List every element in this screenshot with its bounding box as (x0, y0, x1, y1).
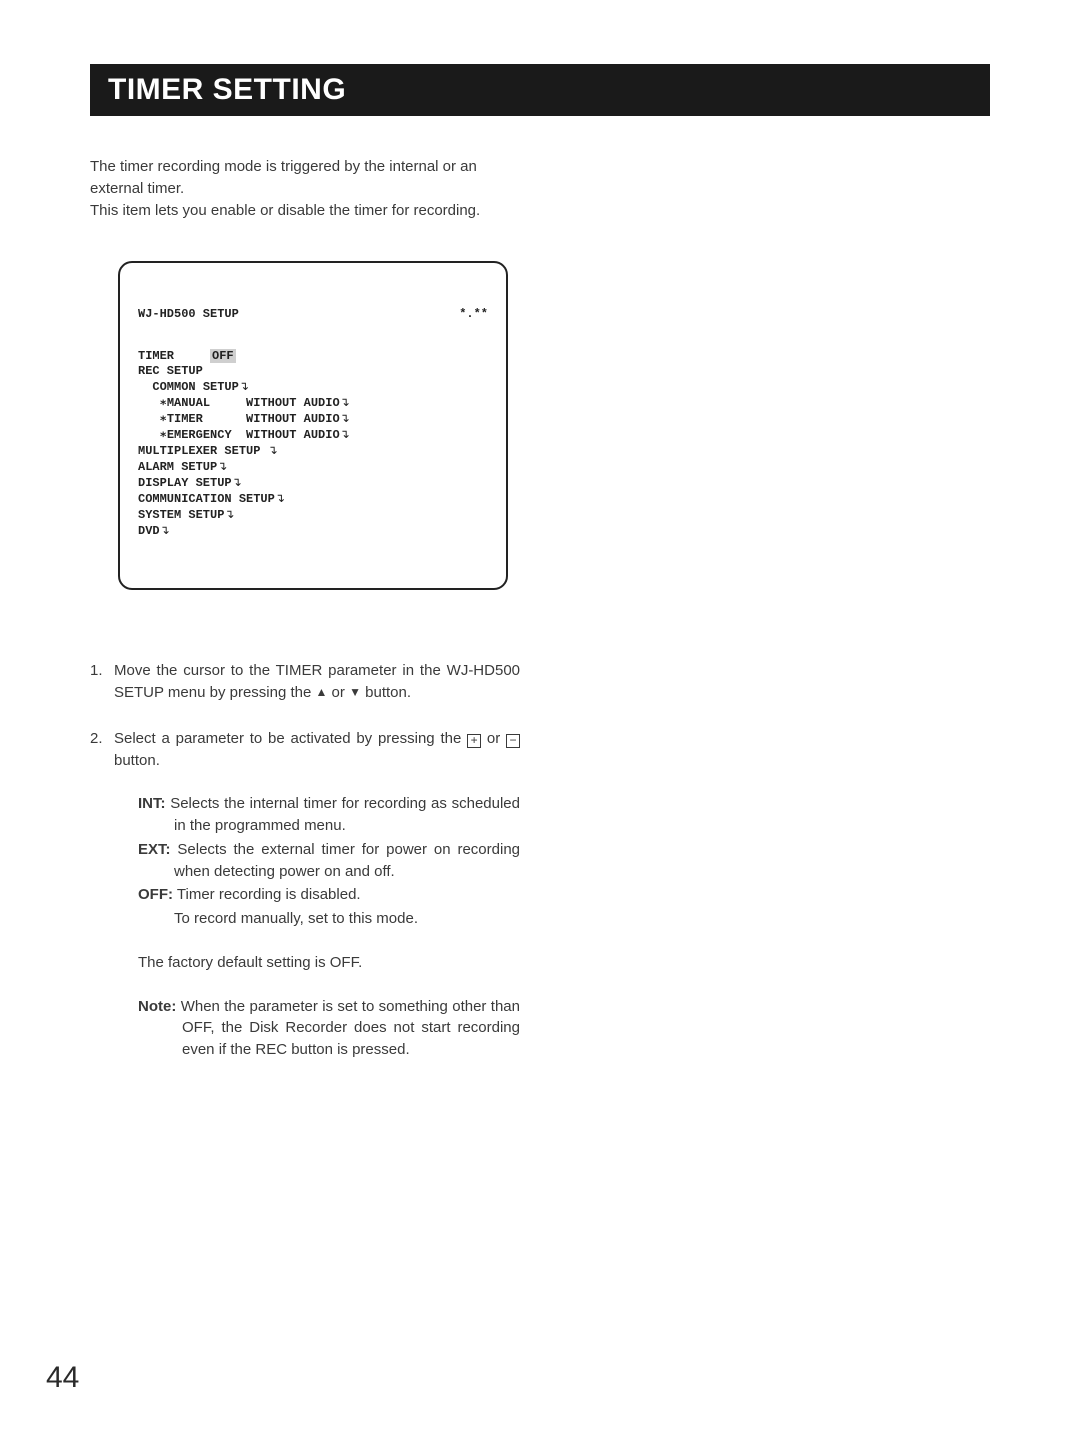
plus-button-icon: + (467, 734, 481, 748)
enter-arrow-icon: ↴ (239, 379, 249, 394)
minus-button-icon: − (506, 734, 520, 748)
enter-arrow-icon: ↴ (224, 507, 234, 522)
note-text: When the parameter is set to something o… (176, 998, 520, 1059)
section-header-bar: TIMER SETTING (90, 64, 990, 116)
osd-system: SYSTEM SETUP (138, 508, 224, 522)
osd-header-row: WJ-HD500 SETUP *.** (138, 307, 488, 322)
osd-emergency-row: ∗EMERGENCY WITHOUT AUDIO (138, 428, 340, 442)
step-2-text-b: or (481, 730, 506, 747)
enter-arrow-icon: ↴ (217, 459, 227, 474)
enter-arrow-icon: ↴ (268, 443, 278, 458)
osd-timer-row: ∗TIMER WITHOUT AUDIO (138, 412, 340, 426)
up-triangle-icon: ▲ (316, 684, 328, 701)
page-number: 44 (46, 1361, 79, 1395)
def-int-text: Selects the internal timer for recording… (166, 795, 521, 834)
osd-manual-row: ∗MANUAL WITHOUT AUDIO (138, 396, 340, 410)
enter-arrow-icon: ↴ (160, 523, 170, 538)
body-column: The timer recording mode is triggered by… (90, 156, 520, 1061)
parameter-definitions: INT: Selects the internal timer for reco… (114, 793, 520, 930)
def-off: OFF: Timer recording is disabled. (138, 884, 520, 906)
def-ext-label: EXT: (138, 841, 171, 858)
def-ext: EXT: Selects the external timer for powe… (138, 839, 520, 883)
step-2-text-a: Select a parameter to be activated by pr… (114, 730, 467, 747)
osd-multiplexer: MULTIPLEXER SETUP (138, 444, 268, 458)
enter-arrow-icon: ↴ (275, 491, 285, 506)
step-1: Move the cursor to the TIMER parameter i… (90, 660, 520, 704)
enter-arrow-icon: ↴ (340, 427, 350, 442)
step-2-text-c: button. (114, 752, 160, 769)
def-int: INT: Selects the internal timer for reco… (138, 793, 520, 837)
intro-paragraph: The timer recording mode is triggered by… (90, 156, 520, 221)
step-1-text-c: button. (361, 684, 411, 701)
enter-arrow-icon: ↴ (340, 395, 350, 410)
note-label: Note: (138, 998, 176, 1015)
section-title: TIMER SETTING (108, 73, 346, 107)
osd-common-setup: COMMON SETUP (152, 380, 238, 394)
intro-line-1: The timer recording mode is triggered by… (90, 158, 477, 197)
def-off-label: OFF: (138, 886, 173, 903)
down-triangle-icon: ▼ (349, 684, 361, 701)
osd-alarm: ALARM SETUP (138, 460, 217, 474)
osd-display: DISPLAY SETUP (138, 476, 232, 490)
osd-version: *.** (459, 307, 488, 322)
intro-line-2: This item lets you enable or disable the… (90, 202, 480, 219)
step-1-text-b: or (327, 684, 349, 701)
def-off-text: Timer recording is disabled. (173, 886, 361, 903)
osd-rec-setup: REC SETUP (138, 364, 203, 378)
osd-title: WJ-HD500 SETUP (138, 307, 239, 322)
osd-timer-label: TIMER (138, 349, 174, 363)
osd-dvd: DVD (138, 524, 160, 538)
def-ext-text: Selects the external timer for power on … (171, 841, 520, 880)
step-2: Select a parameter to be activated by pr… (90, 728, 520, 1061)
osd-timer-value: OFF (210, 349, 236, 363)
factory-default: The factory default setting is OFF. (138, 952, 520, 974)
osd-screen-mockup: WJ-HD500 SETUP *.** TIMER OFF REC SETUP … (118, 261, 508, 590)
note-paragraph: Note: When the parameter is set to somet… (138, 996, 520, 1061)
def-off-cont: To record manually, set to this mode. (138, 908, 520, 930)
osd-comm: COMMUNICATION SETUP (138, 492, 275, 506)
enter-arrow-icon: ↴ (340, 411, 350, 426)
def-int-label: INT: (138, 795, 166, 812)
enter-arrow-icon: ↴ (232, 475, 242, 490)
instruction-list: Move the cursor to the TIMER parameter i… (90, 660, 520, 1061)
